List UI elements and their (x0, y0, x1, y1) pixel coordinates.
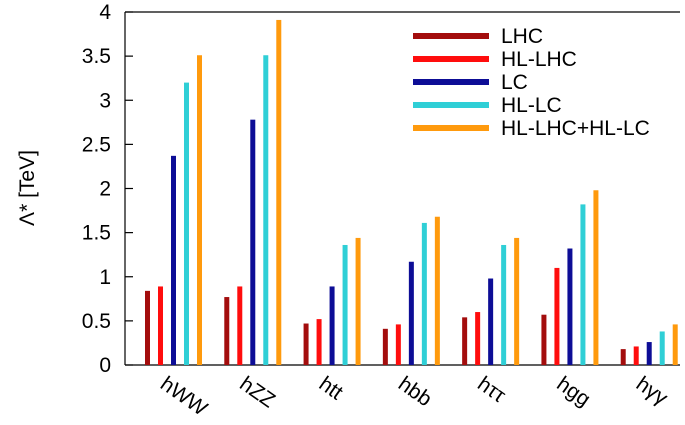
bar-hl-lhc-hl-lc-6 (672, 324, 678, 365)
y-axis-title: Λ* [TeV] (16, 150, 39, 226)
bar-hl-lhc-hl-lc-1 (276, 19, 282, 365)
bar-hl-lhc-hl-lc-2 (355, 237, 361, 365)
bar-hl-lhc-3 (395, 324, 401, 365)
legend-label: HL-LC (501, 94, 562, 117)
y-tick-label: 2 (99, 178, 111, 201)
bar-hl-lc-4 (501, 244, 507, 365)
category-label: hγγ (632, 372, 672, 410)
legend-label: LC (501, 71, 528, 94)
bar-hl-lc-5 (580, 204, 586, 365)
category-label: hbb (394, 372, 436, 411)
bar-lc-6 (646, 342, 652, 365)
y-tick-label: 3 (99, 89, 111, 112)
bar-hl-lhc-2 (316, 319, 322, 365)
legend-label: HL-LHC (501, 48, 577, 71)
bar-hl-lc-3 (421, 222, 427, 365)
bar-lhc-5 (541, 314, 547, 365)
bar-lhc-4 (462, 317, 468, 365)
bars (145, 19, 678, 366)
bar-hl-lc-0 (184, 82, 189, 365)
bar-hl-lhc-4 (475, 312, 481, 365)
bar-lc-2 (329, 286, 335, 365)
category-label: hZZ (235, 372, 279, 412)
category-label: hgg (553, 372, 595, 411)
category-label: hττ (473, 372, 510, 407)
bar-hl-lhc-6 (633, 346, 639, 365)
category-label: hWW (156, 372, 211, 420)
bar-hl-lc-2 (342, 244, 348, 365)
bar-lhc-2 (303, 323, 309, 365)
y-tick-label: 0 (99, 354, 111, 377)
category-label: htt (315, 372, 347, 404)
bar-hl-lhc-hl-lc-0 (197, 55, 202, 366)
bar-hl-lc-1 (263, 55, 269, 366)
bar-hl-lhc-0 (158, 286, 163, 365)
bar-hl-lhc-1 (237, 286, 243, 365)
bar-lc-3 (408, 261, 414, 365)
bar-lhc-3 (382, 328, 388, 365)
bar-lc-1 (250, 119, 256, 365)
bar-hl-lhc-5 (554, 267, 560, 365)
legend-label: LHC (501, 25, 543, 48)
y-tick-label: 0.5 (82, 310, 111, 333)
y-tick-label: 1.5 (82, 222, 111, 245)
bar-lhc-0 (145, 290, 150, 365)
y-tick-label: 4 (99, 1, 111, 24)
bar-lhc-1 (224, 297, 230, 365)
y-tick-label: 2.5 (82, 133, 111, 156)
bar-lc-4 (488, 278, 494, 365)
y-tick-label: 3.5 (82, 45, 111, 68)
bar-hl-lc-6 (659, 331, 665, 365)
y-tick-label: 1 (99, 266, 111, 289)
bar-hl-lhc-hl-lc-3 (434, 216, 440, 365)
bar-lc-0 (171, 155, 176, 365)
bar-hl-lhc-hl-lc-4 (514, 237, 520, 365)
bar-hl-lhc-hl-lc-5 (593, 190, 599, 365)
bar-lhc-6 (620, 349, 626, 365)
bar-lc-5 (567, 248, 573, 365)
legend-label: HL-LHC+HL-LC (501, 117, 650, 140)
